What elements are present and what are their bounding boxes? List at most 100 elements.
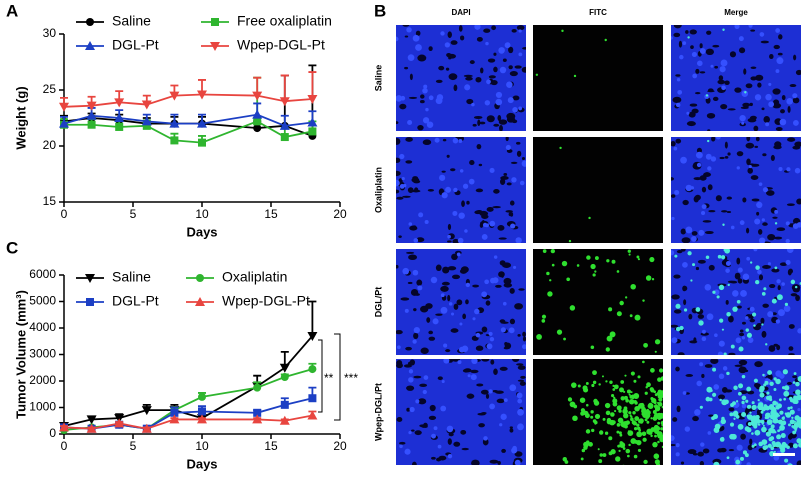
fitc-spot [774,222,778,225]
nucleus [757,269,762,275]
dark-spot [747,444,753,451]
nucleus [406,27,412,33]
fitc-spot [564,460,569,464]
fitc-spot [705,255,710,259]
nucleus [753,249,758,252]
dark-spot [516,363,524,366]
nucleus [794,167,801,174]
fitc-spot [721,255,726,260]
y-tick-label: 25 [43,82,57,96]
fitc-spot [737,391,742,396]
micrograph [533,249,663,355]
dark-spot [411,429,415,432]
marker [279,120,290,130]
dark-spot [681,237,691,243]
fitc-spot [561,260,568,267]
marker [86,298,94,306]
fitc-spot [606,417,612,423]
dark-spot [724,389,733,393]
fitc-spot [581,410,587,415]
nucleus [741,336,746,340]
fitc-spot [650,396,654,401]
dark-spot [466,393,475,399]
dark-spot [419,100,425,104]
fitc-spot [698,320,704,326]
dark-spot [694,194,701,201]
nucleus [485,223,489,228]
dark-spot [414,187,419,193]
dark-spot [447,223,452,231]
fitc-spot [726,371,730,376]
dark-spot [792,145,801,150]
fitc-spot [628,253,631,256]
fitc-spot [789,409,795,415]
dark-spot [512,95,520,101]
dark-spot [396,189,400,194]
dark-spot [448,432,454,437]
nucleus [704,283,712,291]
fitc-spot [660,420,663,426]
dark-spot [747,390,755,395]
dark-spot [736,257,741,265]
nucleus [725,268,730,273]
fitc-spot [752,312,757,317]
dark-spot [724,80,730,85]
marker [86,415,97,425]
dark-spot [788,346,794,351]
fitc-spot [619,387,624,393]
fitc-spot [605,347,610,352]
dark-spot [775,126,783,131]
dark-spot [420,347,429,354]
dark-spot [406,251,415,254]
dark-spot [702,220,712,223]
fitc-spot [535,73,539,77]
dark-spot [739,361,747,366]
dark-spot [694,92,701,95]
dark-spot [438,65,445,71]
dark-spot [466,200,470,205]
dark-spot [777,52,783,56]
y-tick-label: 30 [43,26,57,40]
dark-spot [396,157,401,163]
nucleus [422,117,430,124]
dark-spot [463,74,473,78]
dark-spot [429,404,436,412]
nucleus [511,177,517,183]
row-label: Saline [373,65,383,92]
nucleus [440,293,445,298]
marker [279,415,290,425]
fitc-spot [749,411,752,414]
fitc-spot [566,277,571,282]
dark-spot [490,79,498,86]
nucleus [426,121,434,128]
fitc-spot [767,443,772,448]
dark-spot [481,214,489,219]
nucleus [396,345,401,350]
nucleus [736,166,740,170]
fitc-spot [766,419,773,426]
dark-spot [777,285,781,291]
nucleus [498,47,505,54]
fitc-spot [795,389,801,396]
nucleus [725,261,731,266]
nucleus [493,255,498,259]
dark-spot [750,175,759,180]
nucleus [738,36,744,42]
dark-spot [465,76,473,81]
nucleus [443,359,450,364]
dark-spot [719,156,725,160]
fitc-spot [651,278,655,281]
dark-spot [714,65,719,69]
nucleus [722,366,728,371]
dark-spot [413,308,417,312]
scale-bar [773,453,795,456]
dark-spot [739,329,744,333]
fitc-spot [580,457,584,461]
nucleus [671,250,675,256]
marker [142,121,151,130]
dark-spot [789,84,797,88]
fitc-spot [679,325,684,331]
dark-spot [440,285,449,292]
dark-spot [476,36,483,42]
nucleus [690,186,695,190]
